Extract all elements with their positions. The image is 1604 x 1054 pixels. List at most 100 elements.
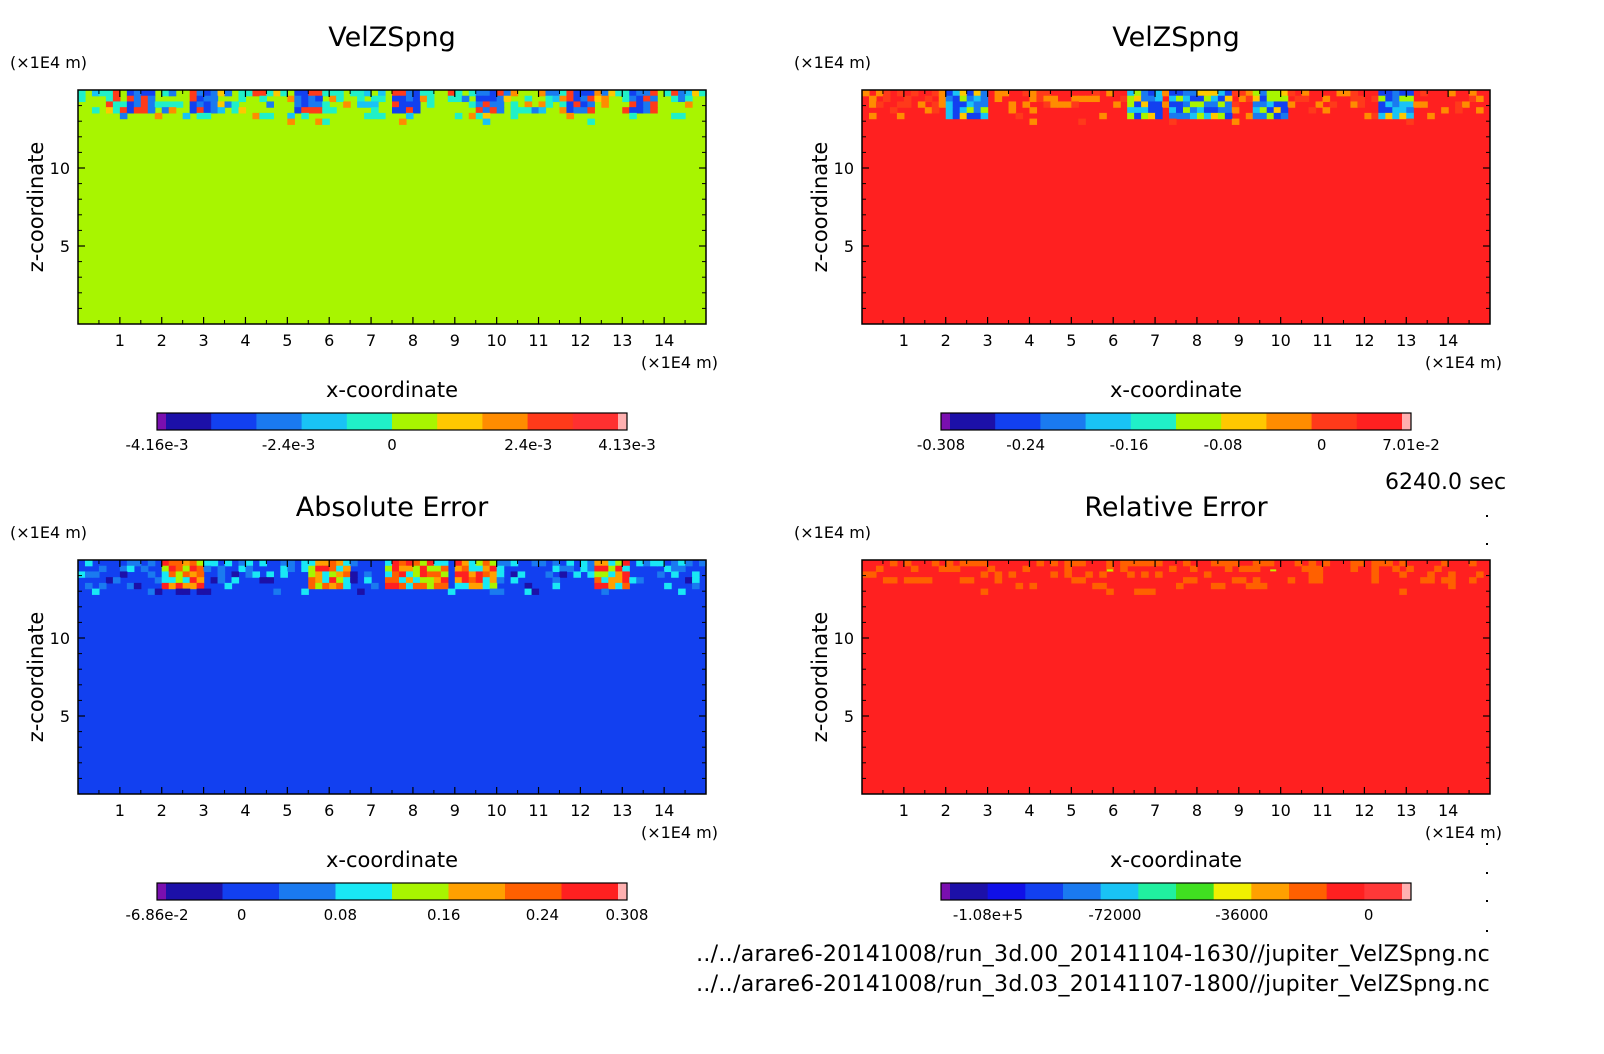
field-cell [419, 582, 428, 590]
field-cell [329, 107, 337, 114]
field-cell [601, 560, 609, 567]
field-cell [552, 577, 561, 584]
field-cell [601, 571, 609, 578]
field-cell [862, 571, 870, 578]
chart-title: Absolute Error [296, 492, 489, 523]
field-cell [357, 101, 365, 108]
field-cell [329, 582, 337, 590]
field-cell [196, 588, 205, 595]
marker-dot [1486, 543, 1488, 545]
field-cell [1189, 107, 1198, 114]
field-cell [1231, 118, 1240, 125]
x-tick-label: 11 [1312, 331, 1332, 350]
x-axis-label: x-coordinate [326, 378, 458, 402]
field-cell [357, 90, 365, 97]
field-cell [126, 101, 135, 108]
field-cell [147, 588, 156, 595]
field-cell [1287, 577, 1296, 584]
field-cell [364, 101, 372, 108]
field-cell [266, 112, 274, 120]
field-cell [203, 588, 212, 595]
field-cell [266, 571, 274, 578]
field-cell [1385, 90, 1393, 97]
field-cell [1224, 95, 1233, 103]
field-cell [405, 107, 414, 114]
field-cell [629, 112, 637, 120]
field-cell [419, 90, 428, 97]
field-cell [1357, 95, 1365, 103]
field-cell [1427, 577, 1435, 584]
field-cell [692, 90, 700, 97]
field-cell [398, 90, 407, 97]
field-cell [615, 582, 623, 590]
field-cell [189, 560, 198, 567]
field-background [862, 560, 1490, 794]
field-cell [168, 582, 177, 590]
colorbar: -6.86e-2 0 0.08 0.16 0.24 0.308 [126, 882, 648, 924]
field-cell [468, 577, 477, 584]
field-cell [231, 107, 240, 114]
field-cell [259, 90, 267, 97]
marker-dot [1486, 900, 1488, 902]
field-cell [664, 582, 672, 590]
field-cell [301, 588, 309, 595]
colorbar-swatch [1063, 883, 1102, 900]
field-cell [468, 90, 477, 97]
field-cell [601, 90, 609, 97]
field-cell [1078, 577, 1086, 584]
field-cell [636, 107, 644, 114]
field-cell [994, 95, 1003, 103]
field-cell [1231, 101, 1240, 108]
field-cell [1287, 90, 1296, 97]
field-cell [412, 90, 421, 97]
field-cell [315, 582, 323, 590]
field-cell [629, 90, 637, 97]
field-cell [615, 560, 623, 567]
field-cell [489, 107, 498, 114]
field-cell [1169, 95, 1177, 103]
field-cell [385, 571, 393, 578]
x-tick-label: 12 [570, 331, 590, 350]
field-cell [966, 112, 975, 120]
field-background [78, 90, 706, 324]
field-cell [566, 560, 575, 567]
field-cell [133, 107, 142, 114]
field-cell [378, 90, 386, 97]
colorbar-swatch [1221, 413, 1267, 430]
field-cell [650, 95, 658, 103]
field-cell [1364, 112, 1372, 120]
field-cell [517, 571, 526, 578]
field-cell [980, 95, 989, 103]
field-cell [489, 571, 498, 578]
field-cell [959, 112, 968, 120]
field-cell [287, 565, 295, 573]
field-cell [1448, 90, 1456, 97]
field-cell [1224, 101, 1233, 108]
field-cell [426, 101, 435, 108]
field-cell [1252, 577, 1261, 584]
field-cell [1203, 571, 1212, 578]
field-cell [1252, 107, 1261, 114]
field-cell [461, 95, 470, 103]
field-cell [224, 582, 233, 590]
field-cell [329, 560, 337, 567]
y-tick-label: 5 [844, 707, 854, 726]
field-cell [678, 112, 686, 120]
field-cell [875, 101, 884, 108]
field-cell [454, 112, 463, 120]
field-cell [1469, 560, 1477, 567]
field-cell [1448, 577, 1456, 584]
field-cell [959, 107, 968, 114]
field-cell [685, 90, 693, 97]
field-cell [161, 565, 170, 573]
field-cell [1029, 90, 1038, 97]
field-cell [378, 95, 386, 103]
field-cell [966, 560, 975, 567]
field-cell [196, 577, 205, 584]
field-cell [84, 560, 93, 567]
field-cell [440, 571, 449, 578]
colorbar-swatch [279, 883, 336, 900]
field-cell [896, 101, 905, 108]
field-cell [412, 560, 421, 567]
